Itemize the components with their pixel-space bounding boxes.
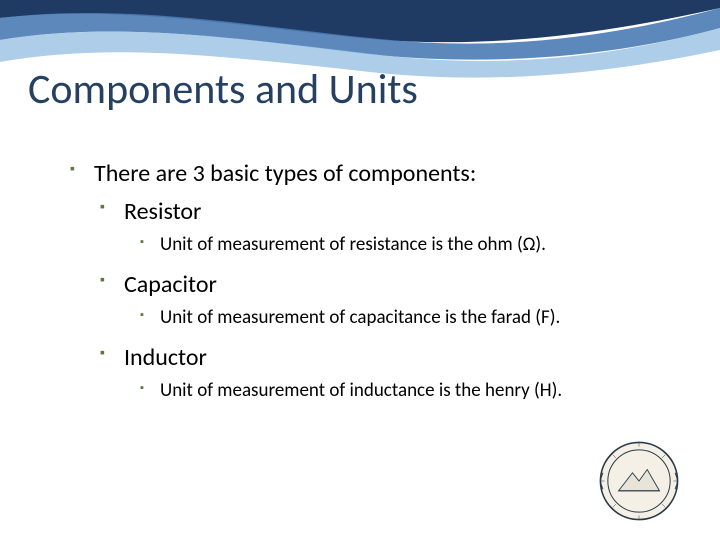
intro-bullet: There are 3 basic types of components: [70,158,670,190]
component-unit: Unit of measurement of inductance is the… [140,377,670,406]
slide-body: There are 3 basic types of components: R… [70,158,670,415]
component-name: Resistor [100,196,670,228]
component-unit: Unit of measurement of resistance is the… [140,231,670,260]
component-name: Capacitor [100,269,670,301]
seal-logo-icon [598,440,680,522]
slide-title: Components and Units [28,68,418,112]
component-unit: Unit of measurement of capacitance is th… [140,304,670,333]
component-name: Inductor [100,342,670,374]
